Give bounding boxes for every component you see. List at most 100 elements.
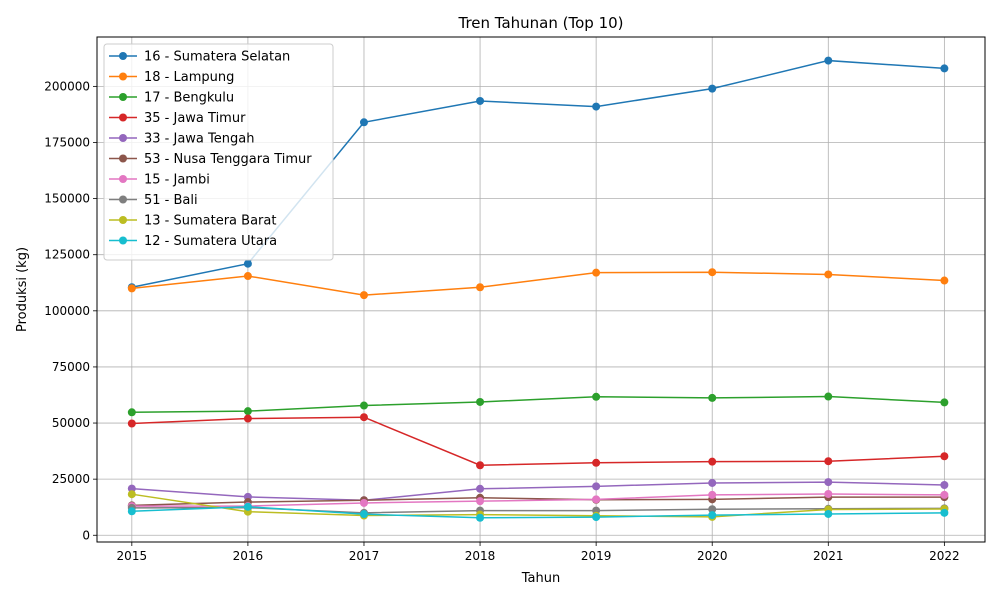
legend-marker [119, 134, 127, 142]
series-line [131, 496, 945, 507]
legend-marker [119, 113, 127, 122]
series-line [131, 493, 945, 507]
data-point [243, 272, 252, 281]
data-point [476, 513, 485, 522]
data-point [708, 490, 717, 499]
x-tick-label: 2018 [465, 549, 496, 563]
legend-item: 53 - Nusa Tenggara Timur [109, 152, 312, 167]
series-3 [127, 413, 949, 470]
data-point [824, 270, 833, 279]
data-point [940, 398, 949, 407]
legend-marker [119, 236, 127, 245]
legend: 16 - Sumatera Selatan 18 - Lampung 17 - Be… [103, 43, 334, 261]
data-point [592, 513, 601, 522]
data-point [476, 283, 485, 292]
data-point [127, 484, 136, 493]
data-point [592, 482, 601, 491]
legend-label: 51 - Bali [144, 193, 198, 208]
data-point [824, 56, 833, 65]
chart-title: Tren Tahunan (Top 10) [457, 14, 623, 32]
series-line [131, 416, 945, 466]
data-point [359, 118, 368, 127]
data-point [127, 507, 136, 516]
data-point [127, 490, 136, 499]
legend-item: 35 - Jawa Timur [109, 111, 246, 126]
data-point [824, 457, 833, 466]
y-axis-label: Produksi (kg) [15, 247, 30, 332]
y-tick-label: 25000 [52, 472, 90, 486]
legend-label: 53 - Nusa Tenggara Timur [144, 152, 312, 167]
data-point [127, 284, 136, 293]
y-tick-label: 175000 [44, 135, 90, 149]
legend-label: 35 - Jawa Timur [144, 111, 246, 126]
x-tick-label: 2019 [581, 549, 612, 563]
data-point [824, 489, 833, 498]
data-point [592, 495, 601, 504]
legend-marker [119, 154, 127, 163]
data-point [824, 392, 833, 401]
x-tick-label: 2021 [813, 549, 844, 563]
series-2 [127, 392, 949, 417]
legend-label: 15 - Jambi [144, 173, 210, 188]
legend-marker [119, 93, 127, 101]
data-point [359, 401, 368, 410]
legend-label: 16 - Sumatera Selatan [144, 50, 290, 65]
series-line [131, 493, 945, 518]
data-point [824, 478, 833, 487]
data-point [359, 291, 368, 300]
legend-item: 33 - Jawa Tengah [109, 132, 254, 147]
data-point [476, 484, 485, 493]
data-point [708, 505, 717, 514]
legend-item: 18 - Lampung [109, 70, 234, 85]
data-point [824, 509, 833, 518]
legend-item: 16 - Sumatera Selatan [109, 50, 290, 65]
y-tick-label: 100000 [44, 304, 90, 318]
data-point [708, 84, 717, 93]
legend-label: 12 - Sumatera Utara [144, 234, 277, 249]
series-line [131, 481, 945, 502]
data-point [940, 508, 949, 517]
legend-item: 12 - Sumatera Utara [109, 234, 277, 249]
data-point [708, 457, 717, 466]
x-tick-label: 2015 [117, 549, 148, 563]
series-line [131, 271, 945, 296]
data-point [940, 480, 949, 489]
series-1 [127, 268, 949, 300]
x-axis-label: Tahun [521, 571, 560, 586]
data-point [592, 268, 601, 277]
legend-label: 17 - Bengkulu [144, 91, 234, 106]
ticks: 2015 2016 2017 2018 2019 2020 2021 2022 0 25000 50… [44, 79, 959, 563]
legend-marker [119, 216, 127, 224]
y-tick-label: 150000 [44, 192, 90, 206]
legend-box [103, 43, 334, 261]
data-point [592, 458, 601, 467]
data-point [592, 102, 601, 111]
series-line [131, 506, 945, 519]
x-tick-label: 2022 [929, 549, 960, 563]
data-point [359, 498, 368, 507]
data-point [243, 407, 252, 416]
data-point [243, 502, 252, 511]
series-9 [127, 502, 949, 522]
data-point [940, 452, 949, 461]
legend-marker [119, 72, 127, 81]
y-tick-label: 125000 [44, 248, 90, 262]
legend-marker [119, 195, 127, 204]
x-tick-label: 2017 [349, 549, 380, 563]
legend-marker [119, 175, 127, 183]
legend-label: 13 - Sumatera Barat [144, 214, 276, 229]
series-4 [127, 478, 949, 505]
x-tick-label: 2020 [697, 549, 728, 563]
data-point [359, 413, 368, 422]
legend-item: 51 - Bali [109, 193, 198, 208]
data-point [708, 393, 717, 402]
y-tick-label: 200000 [44, 79, 90, 93]
data-point [359, 510, 368, 519]
data-point [708, 511, 717, 520]
legend-label: 18 - Lampung [144, 70, 234, 85]
x-tick-label: 2016 [233, 549, 264, 563]
data-point [708, 478, 717, 487]
data-point [940, 64, 949, 73]
legend-item: 13 - Sumatera Barat [109, 214, 276, 229]
